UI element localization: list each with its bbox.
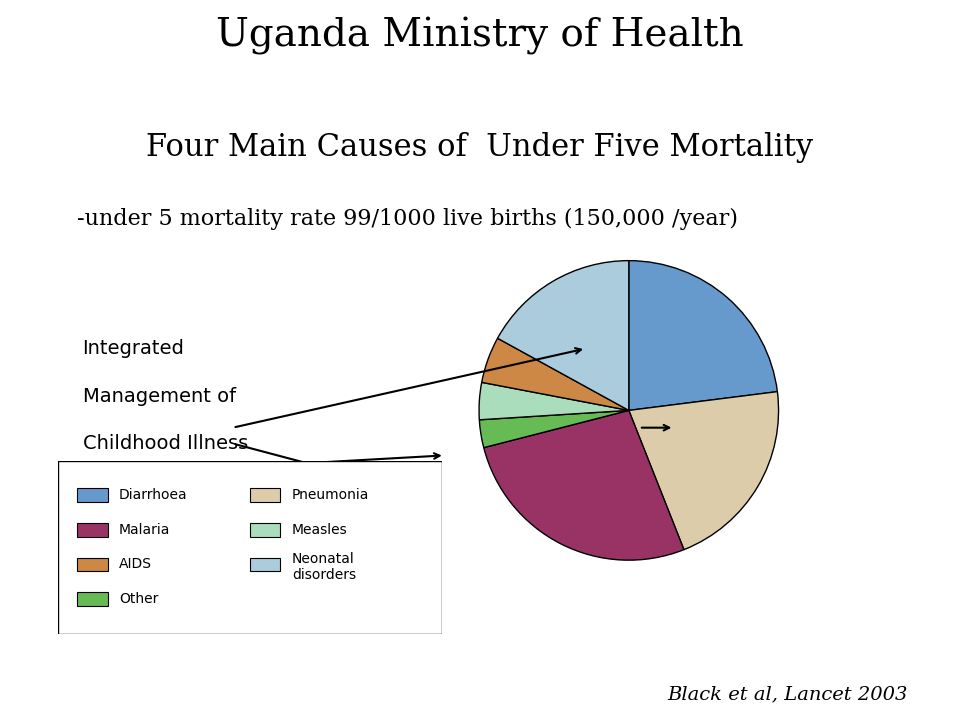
Wedge shape	[629, 392, 779, 549]
Text: disorders: disorders	[292, 568, 356, 582]
Text: Black et al, Lancet 2003: Black et al, Lancet 2003	[667, 685, 907, 703]
Text: Four Main Causes of  Under Five Mortality: Four Main Causes of Under Five Mortality	[147, 132, 813, 163]
Wedge shape	[479, 410, 629, 448]
Text: -under 5 mortality rate 99/1000 live births (150,000 /year): -under 5 mortality rate 99/1000 live bir…	[77, 208, 738, 230]
Text: Other: Other	[119, 592, 158, 606]
Wedge shape	[484, 410, 684, 560]
Bar	[77, 592, 108, 606]
Bar	[77, 523, 108, 537]
Text: Diarrhoea: Diarrhoea	[119, 488, 187, 503]
Text: Pneumonia: Pneumonia	[292, 488, 370, 503]
Text: AIDS: AIDS	[119, 557, 152, 572]
Text: Malaria: Malaria	[119, 523, 171, 537]
Text: Measles: Measles	[292, 523, 348, 537]
Bar	[250, 557, 280, 572]
Wedge shape	[482, 338, 629, 410]
Bar	[250, 488, 280, 503]
Wedge shape	[629, 261, 778, 410]
Text: Uganda Ministry of Health: Uganda Ministry of Health	[216, 17, 744, 55]
Text: Management of: Management of	[83, 387, 236, 405]
Text: Childhood Illness: Childhood Illness	[83, 434, 248, 453]
Text: Neonatal: Neonatal	[292, 552, 354, 567]
Bar	[250, 523, 280, 537]
Wedge shape	[479, 382, 629, 420]
Bar	[77, 557, 108, 572]
Text: (IMCI): (IMCI)	[83, 482, 139, 500]
Wedge shape	[497, 261, 629, 410]
Bar	[77, 488, 108, 503]
Text: Integrated: Integrated	[83, 339, 184, 358]
